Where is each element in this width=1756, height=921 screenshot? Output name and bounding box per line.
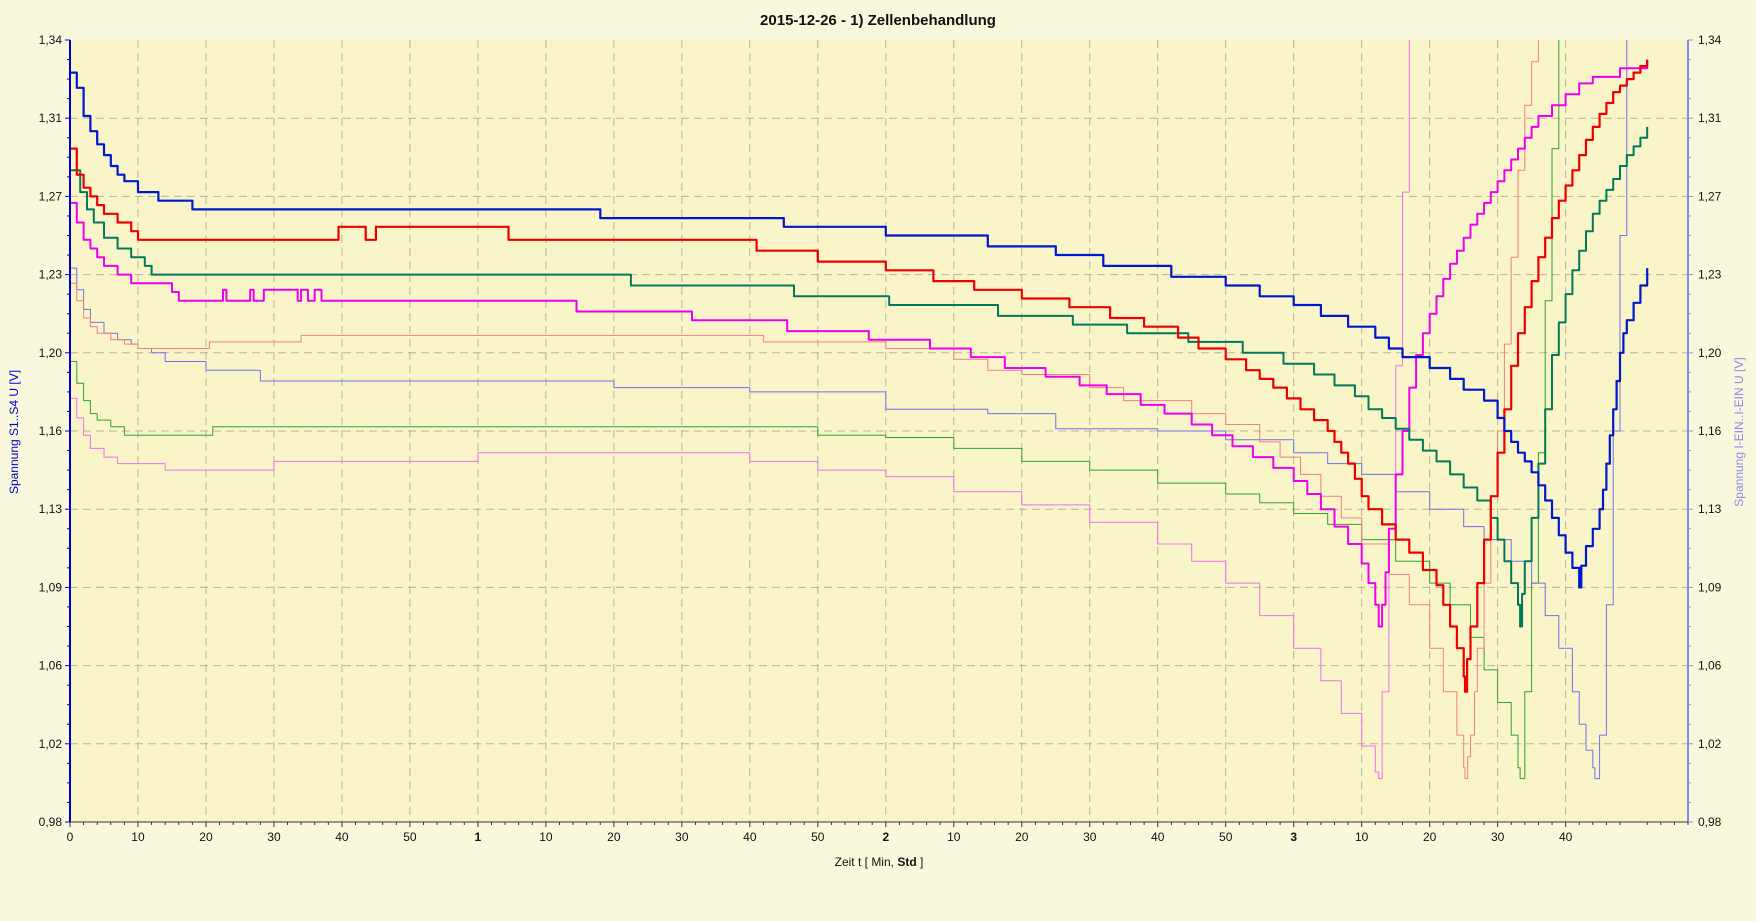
- y-tick-label-right: 0,98: [1698, 815, 1722, 829]
- y-tick-label-right: 1,06: [1698, 659, 1722, 673]
- x-tick-label: 30: [267, 830, 281, 844]
- x-axis-label-unit: Std: [897, 855, 916, 869]
- y-tick-label-left: 0,98: [39, 815, 63, 829]
- y-tick-label-right: 1,09: [1698, 580, 1722, 594]
- series-line-8: [70, 40, 1410, 780]
- series-line-1: [70, 71, 1649, 589]
- y-tick-label-left: 1,23: [39, 268, 63, 282]
- series-layer: [70, 40, 1649, 780]
- y-tick-label-left: 1,16: [39, 424, 63, 438]
- x-tick-label: 40: [743, 830, 757, 844]
- y-tick-label-left: 1,02: [39, 737, 63, 751]
- x-tick-label: 40: [1559, 830, 1573, 844]
- x-tick-label: 20: [199, 830, 213, 844]
- y-tick-label-left: 1,31: [39, 111, 63, 125]
- y-tick-label-left: 1,06: [39, 659, 63, 673]
- y-tick-label-right: 1,13: [1698, 502, 1722, 516]
- left-y-ticks: 1,34 1,31 1,27 1,23 1,20 1,16 1,13 1,09 1,06 1,02…: [39, 33, 70, 829]
- x-axis-label-suffix: ]: [917, 855, 924, 869]
- right-y-ticks: 1,34 1,31 1,27 1,23 1,20 1,16 1,13 1,09 1,06 1,02…: [1688, 33, 1722, 829]
- x-tick-label: 10: [947, 830, 961, 844]
- x-tick-label: 3: [1290, 830, 1297, 844]
- x-tick-label: 30: [1083, 830, 1097, 844]
- y-tick-label-right: 1,16: [1698, 424, 1722, 438]
- x-tick-label: 10: [131, 830, 145, 844]
- y-tick-label-right: 1,31: [1698, 111, 1722, 125]
- x-tick-label: 20: [1015, 830, 1029, 844]
- x-tick-label: 50: [811, 830, 825, 844]
- x-axis-label-prefix: Zeit t [ Min,: [835, 855, 898, 869]
- x-ticks: 0 10 20 30 40 50 1 10 20 30 40 50 2 10 20 30 40 50 3 10 20 30…: [67, 822, 1689, 844]
- y-tick-label-left: 1,20: [39, 346, 63, 360]
- series-line-2: [70, 59, 1649, 693]
- y-tick-label-left: 1,13: [39, 502, 63, 516]
- x-tick-label: 2: [882, 830, 889, 844]
- y-tick-label-right: 1,23: [1698, 268, 1722, 282]
- series-line-3: [70, 126, 1649, 628]
- x-tick-label: 50: [403, 830, 417, 844]
- y-tick-label-right: 1,20: [1698, 346, 1722, 360]
- y-axis-left-label: Spannung S1..S4 U [V]: [7, 370, 21, 494]
- series-line-4: [70, 59, 1649, 628]
- y-tick-label-left: 1,34: [39, 33, 63, 47]
- y-tick-label-right: 1,34: [1698, 33, 1722, 47]
- x-tick-label: 30: [675, 830, 689, 844]
- series-line-7: [70, 40, 1560, 780]
- series-group: [70, 40, 1649, 780]
- x-axis-label: Zeit t [ Min, Std ]: [835, 855, 924, 869]
- y-tick-label-right: 1,02: [1698, 737, 1722, 751]
- x-tick-label: 0: [67, 830, 74, 844]
- y-tick-label-left: 1,27: [39, 189, 63, 203]
- chart-title: 2015-12-26 - 1) Zellenbehandlung: [760, 12, 996, 29]
- x-tick-label: 50: [1219, 830, 1233, 844]
- x-tick-label: 1: [475, 830, 482, 844]
- x-tick-label: 20: [1423, 830, 1437, 844]
- x-tick-label: 10: [1355, 830, 1369, 844]
- series-line-5: [70, 40, 1539, 780]
- y-tick-label-left: 1,09: [39, 580, 63, 594]
- x-tick-label: 40: [335, 830, 349, 844]
- x-tick-label: 10: [539, 830, 553, 844]
- y-axis-right-label: Spannung I-EIN..I-EIN U [V]: [1732, 357, 1746, 506]
- y-tick-label-right: 1,27: [1698, 189, 1722, 203]
- x-tick-label: 40: [1151, 830, 1165, 844]
- x-tick-label: 20: [607, 830, 621, 844]
- x-tick-label: 30: [1491, 830, 1505, 844]
